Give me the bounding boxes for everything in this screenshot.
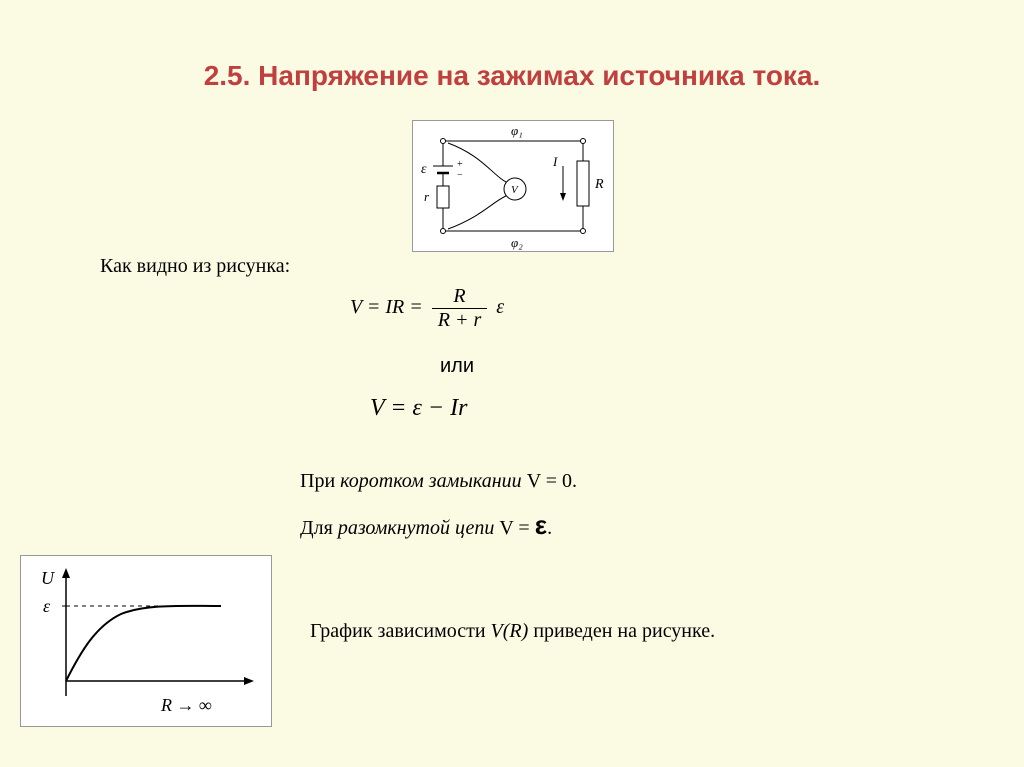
eq1-fraction: R R + r (432, 285, 488, 332)
caption-b: приведен на рисунке. (528, 620, 715, 642)
graph-asymptote-label: ε (43, 596, 51, 616)
current-label: I (552, 154, 558, 169)
load-label: R (594, 177, 604, 192)
or-text: или (440, 355, 474, 378)
caption-i: V(R) (491, 620, 529, 642)
graph-caption: График зависимости V(R) приведен на рису… (310, 620, 715, 643)
graph-x-label: R → ∞ (160, 695, 212, 715)
oc-italic: разомкнутой цепи (338, 517, 495, 539)
sc-italic: коротком замыкании (340, 470, 522, 492)
oc-prefix: Для (300, 517, 338, 539)
phi2-label: φ₂ (511, 235, 523, 250)
emf-label: ε (421, 162, 427, 177)
oc-epsilon: ε (535, 510, 547, 540)
equation-2: V = ε − Ir (370, 395, 467, 422)
svg-text:+: + (457, 159, 463, 170)
eq1-numerator: R (432, 285, 488, 309)
oc-suffix-a: V = (494, 517, 534, 539)
section-title: 2.5. Напряжение на зажимах источника ток… (0, 60, 1024, 92)
sc-prefix: При (300, 470, 340, 492)
svg-text:−: − (457, 170, 463, 181)
graph-y-label: U (41, 568, 55, 588)
circuit-diagram: + − φ₁ φ₂ ε r V I R (412, 120, 614, 252)
equation-1: V = IR = R R + r ε (350, 285, 504, 332)
open-circuit-text: Для разомкнутой цепи V = ε. (300, 510, 552, 541)
intro-text: Как видно из рисунка: (100, 255, 290, 278)
eq1-tail: ε (496, 296, 504, 318)
eq1-denominator: R + r (432, 309, 488, 332)
oc-suffix-b: . (547, 517, 552, 539)
sc-suffix: V = 0. (522, 470, 577, 492)
short-circuit-text: При коротком замыкании V = 0. (300, 470, 577, 493)
phi1-label: φ₁ (511, 123, 523, 138)
caption-a: График зависимости (310, 620, 491, 642)
r-label: r (424, 189, 430, 204)
vr-graph: U ε R → ∞ (20, 555, 272, 727)
eq1-lhs: V = IR = (350, 296, 423, 318)
